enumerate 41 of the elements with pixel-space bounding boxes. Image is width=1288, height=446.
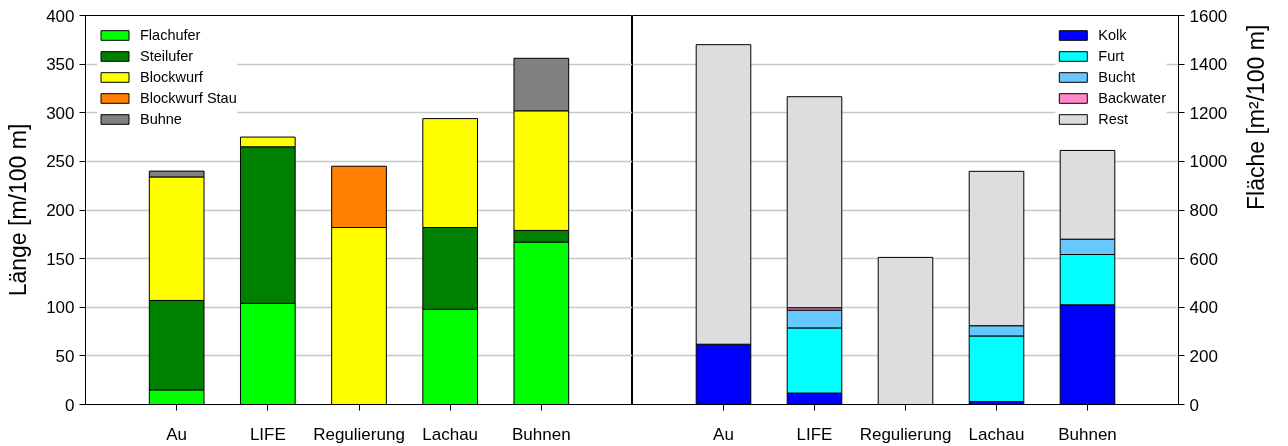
x-tick-label: Au [166,424,188,444]
y2-tick-label: 1600 [1189,6,1228,26]
y-tick-label: 250 [46,152,75,172]
x-tick-label: LIFE [796,424,833,444]
y-tick-label: 100 [46,298,75,318]
legend-label: Rest [1098,111,1129,127]
bar [786,96,843,309]
x-tick-label: Au [713,424,734,444]
x-tick-label: Regulierung [313,424,405,444]
legend-label: Flachufer [140,27,201,43]
y-tick-label: 200 [46,201,75,220]
y2-tick-label: 800 [1189,201,1218,220]
y-tick-label: 350 [46,55,75,75]
y-tick-label: 50 [55,346,75,366]
y-tick-label: 150 [46,249,75,269]
y2-tick-label: 200 [1189,346,1218,366]
x-tick-label: Lachau [422,424,479,444]
legend-label: Kolk [1098,27,1127,43]
legend-label: Furt [1098,48,1125,64]
y-tick-label: 300 [46,103,75,123]
legend-label: Steilufer [140,48,194,64]
legend-label: Bucht [1098,69,1136,85]
x-tick-label: Buhnen [512,424,571,444]
y2-tick-label: 1400 [1189,55,1228,75]
x-tick-label: Regulierung [859,424,952,444]
legend-label: Blockwurf [140,69,203,85]
y2-tick-label: 400 [1189,298,1218,318]
y-tick-label: 400 [46,6,75,26]
x-tick-label: LIFE [249,424,286,444]
y2-tick-label: 600 [1189,249,1218,269]
y2-axis-title: Fläche [m²/100 m] [1243,24,1270,210]
y2-tick-label: 1200 [1189,103,1228,123]
y2-tick-label: 0 [1189,395,1199,415]
y-axis-title: Länge [m/100 m] [5,123,32,297]
x-tick-label: Lachau [968,424,1025,444]
legend-label: Buhne [140,111,182,127]
y2-tick-label: 1000 [1189,152,1228,172]
y-tick-label: 0 [65,395,75,415]
x-tick-label: Buhnen [1058,424,1117,444]
legend-label: Backwater [1098,90,1166,106]
legend-label: Blockwurf Stau [140,90,237,106]
